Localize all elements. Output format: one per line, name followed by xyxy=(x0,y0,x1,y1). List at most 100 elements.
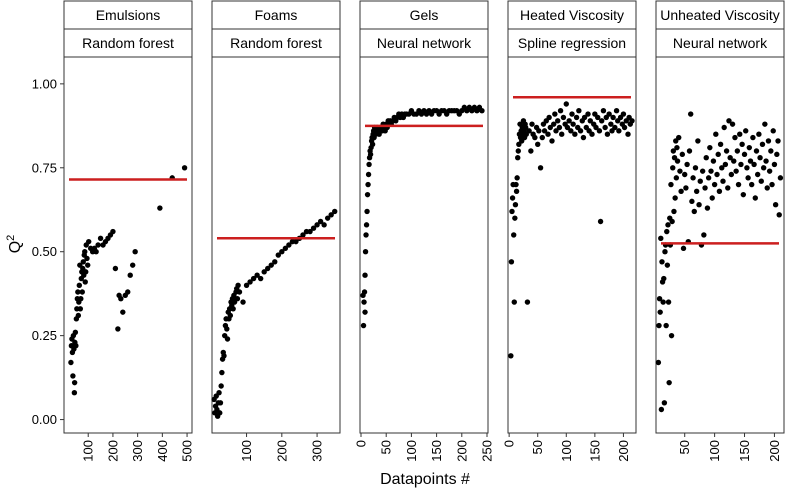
data-point xyxy=(78,296,84,302)
panel-3: Gels Neural network 0 50 100 150 200 250 xyxy=(354,0,494,462)
data-point xyxy=(515,148,521,154)
data-point xyxy=(513,188,520,194)
data-point xyxy=(660,299,666,305)
data-point xyxy=(363,222,370,228)
x-tick-label: 200 xyxy=(616,440,631,462)
data-point xyxy=(112,265,119,272)
data-point xyxy=(85,262,91,268)
data-point xyxy=(268,262,274,268)
data-point xyxy=(708,168,714,174)
data-point xyxy=(82,279,88,285)
data-point xyxy=(365,181,371,188)
data-point xyxy=(230,306,236,312)
x-tick-label: 150 xyxy=(429,440,444,462)
data-point xyxy=(559,131,565,137)
strip-top-box-emulsions xyxy=(63,0,193,30)
data-point xyxy=(125,289,131,295)
strip-bottom-label-foams: Random forest xyxy=(230,35,322,51)
data-point xyxy=(569,111,575,117)
data-point xyxy=(361,299,367,305)
strip-bottom-box-foams xyxy=(211,28,341,58)
data-point xyxy=(775,138,781,144)
data-point xyxy=(115,326,121,332)
data-point xyxy=(758,178,764,184)
x-tick-label: 50 xyxy=(530,440,545,454)
data-point xyxy=(75,312,82,319)
data-point xyxy=(580,134,587,141)
data-point xyxy=(79,289,85,295)
data-point xyxy=(733,168,739,174)
data-point xyxy=(661,275,667,282)
data-point xyxy=(703,155,709,161)
data-point xyxy=(364,191,371,198)
data-point xyxy=(625,131,631,137)
data-point xyxy=(585,111,591,117)
data-point xyxy=(656,296,663,302)
data-point xyxy=(777,175,784,181)
data-point xyxy=(670,148,677,154)
data-point xyxy=(367,151,374,158)
x-tick-label: 250 xyxy=(479,440,494,462)
data-point xyxy=(749,181,755,188)
data-point xyxy=(687,111,694,117)
data-point xyxy=(704,205,711,211)
data-point xyxy=(674,158,681,164)
data-point xyxy=(234,296,241,302)
data-point xyxy=(593,124,599,131)
data-point xyxy=(545,131,551,137)
data-point xyxy=(701,232,707,238)
data-point xyxy=(332,208,338,215)
data-point xyxy=(760,165,767,171)
data-point xyxy=(776,212,782,218)
data-point xyxy=(770,128,776,134)
data-point xyxy=(655,359,662,366)
data-point xyxy=(219,369,225,376)
y-tick-label: 0.25 xyxy=(32,328,57,343)
axes-layer: 0.00 0.25 0.50 0.75 1.00 Emulsions Random fore… xyxy=(32,0,785,462)
data-point xyxy=(129,262,136,268)
data-point xyxy=(513,181,519,188)
y-tick-label: 0.50 xyxy=(32,244,57,259)
x-tick-label: 200 xyxy=(105,440,120,462)
data-point xyxy=(744,165,750,171)
data-point xyxy=(570,121,576,127)
x-tick-label: 300 xyxy=(310,440,325,462)
data-point xyxy=(658,235,664,241)
data-point xyxy=(261,269,267,275)
x-tick-label: 400 xyxy=(155,440,170,462)
data-point xyxy=(710,158,717,164)
data-point xyxy=(757,155,763,161)
data-point xyxy=(715,151,721,158)
data-point xyxy=(772,202,779,208)
data-point xyxy=(680,245,687,252)
data-point xyxy=(595,114,601,121)
data-point xyxy=(363,232,369,238)
data-point xyxy=(707,144,713,151)
data-point xyxy=(672,195,678,201)
x-tick-label: 500 xyxy=(180,440,195,462)
data-point xyxy=(272,259,278,265)
data-point xyxy=(539,134,545,141)
data-point xyxy=(556,124,563,131)
panel-frame-emulsions xyxy=(63,56,193,434)
data-point xyxy=(768,148,774,154)
data-point xyxy=(93,249,99,255)
data-point xyxy=(600,108,607,114)
data-point xyxy=(224,326,230,332)
x-tick-label: 200 xyxy=(767,440,782,462)
data-point xyxy=(606,111,612,117)
data-point xyxy=(75,289,81,295)
data-point xyxy=(95,242,101,248)
data-point xyxy=(523,124,529,131)
y-tick-label: 0.00 xyxy=(32,412,57,427)
data-point xyxy=(751,161,757,168)
data-point xyxy=(684,161,690,168)
data-point xyxy=(557,108,564,114)
data-point xyxy=(227,312,234,319)
data-point xyxy=(745,175,751,181)
strip-top-box-heated-viscosity xyxy=(507,0,637,30)
strip-top-label-unheated-viscosity: Unheated Viscosity xyxy=(660,7,780,23)
data-point xyxy=(157,205,163,211)
data-point xyxy=(613,108,620,114)
data-point xyxy=(677,168,683,174)
